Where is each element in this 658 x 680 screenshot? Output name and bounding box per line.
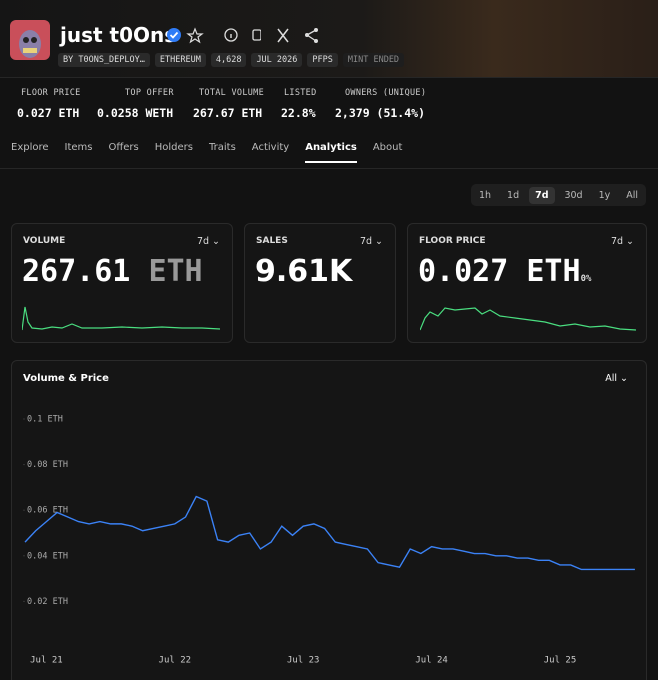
creator-badge[interactable]: BY T0ONS_DEPLOY… xyxy=(58,53,150,67)
divider xyxy=(0,168,658,169)
stat-label: LISTED xyxy=(284,88,317,98)
tab[interactable]: Activity xyxy=(251,142,290,153)
x-tick-label: Jul 22 xyxy=(159,656,192,666)
tab[interactable]: Offers xyxy=(108,142,139,153)
social-icons[interactable] xyxy=(275,27,325,45)
stat: TOTAL VOLUME 267.67 ETH xyxy=(193,88,264,120)
y-tick-label: 0.04 ETH xyxy=(27,551,68,561)
chart: 0.02 ETH 0.04 ETH 0.06 ETH 0.08 ETH 0.1 ETH J… xyxy=(23,415,635,666)
chart-card: Volume & Price All ⌄ 0.02 ETH 0.04 ETH 0.0… xyxy=(11,360,647,680)
time-filter[interactable]: 1h xyxy=(478,189,492,201)
badge: PFPS xyxy=(307,53,338,67)
card-label: VOLUME xyxy=(23,236,66,246)
y-tick-label: 0.02 ETH xyxy=(27,597,68,607)
card-label: FLOOR PRICE xyxy=(419,236,486,246)
period-text: All xyxy=(605,373,618,384)
tab[interactable]: Holders xyxy=(154,142,193,153)
stat: LISTED 22.8% xyxy=(281,88,317,120)
floor-card: FLOOR PRICE 7d ⌄ 0.027 ETH0% xyxy=(407,223,647,343)
time-filter-active[interactable]: 7d xyxy=(529,186,555,204)
stat-value: 0.0258 WETH xyxy=(97,106,174,120)
time-filters: 1h 1d 7d 30d 1y All xyxy=(471,184,646,206)
period-text: 7d xyxy=(359,236,373,247)
chart-period[interactable]: All ⌄ xyxy=(605,373,628,384)
avatar-art xyxy=(19,30,41,58)
stat: TOP OFFER 0.0258 WETH xyxy=(97,88,174,120)
stat-value: 2,379 (51.4%) xyxy=(335,106,426,120)
stat-value: 267.67 ETH xyxy=(193,106,263,120)
tabs: Explore Items Offers Holders Traits Acti… xyxy=(11,142,418,163)
period-text: 7d xyxy=(196,236,210,247)
card-period[interactable]: 7d ⌄ xyxy=(196,236,220,247)
price-line xyxy=(24,495,635,571)
badge: ETHEREUM xyxy=(154,53,206,67)
stat-value: 0.027 ETH xyxy=(17,106,80,120)
tab[interactable]: Explore xyxy=(11,142,49,153)
value-text: 267.61 xyxy=(22,254,131,289)
time-filter[interactable]: 1d xyxy=(507,189,520,201)
stat-value: 22.8% xyxy=(281,106,316,120)
sparkline xyxy=(22,306,221,331)
x-tick-label: Jul 21 xyxy=(30,656,63,666)
sales-card: SALES 7d ⌄ 9.61K xyxy=(244,223,396,343)
card-value: 9.61K xyxy=(255,254,353,289)
x-tick-label: Jul 25 xyxy=(544,656,577,666)
period-text: 7d xyxy=(610,236,624,247)
volume-card: VOLUME 7d ⌄ 267.61 ETH xyxy=(11,223,233,343)
x-tick-label: Jul 23 xyxy=(287,656,320,666)
divider xyxy=(0,77,658,78)
stat: FLOOR PRICE 0.027 ETH xyxy=(17,88,81,120)
unit-text: ETH xyxy=(148,254,203,289)
badge: JUL 2026 xyxy=(251,53,303,67)
tab[interactable]: Items xyxy=(64,142,93,153)
stat-label: TOTAL VOLUME xyxy=(199,88,265,98)
collection-avatar xyxy=(10,20,50,60)
y-tick-label: 0.1 ETH xyxy=(27,415,63,425)
badge: 4,628 xyxy=(210,53,247,67)
x-tick-label: Jul 24 xyxy=(415,656,448,666)
stat-label: OWNERS (UNIQUE) xyxy=(345,88,427,98)
badges: BY T0ONS_DEPLOY… ETHEREUM 4,628 JUL 2026… xyxy=(58,53,405,67)
time-filter[interactable]: 1y xyxy=(598,189,611,201)
tab-active[interactable]: Analytics xyxy=(305,142,357,163)
tab[interactable]: Traits xyxy=(209,142,236,153)
tab[interactable]: About xyxy=(372,142,403,153)
stat-label: TOP OFFER xyxy=(125,88,174,98)
value-text: 0.027 xyxy=(418,254,509,289)
card-value: 0.027 ETH0% xyxy=(418,254,591,289)
card-value: 267.61 ETH xyxy=(22,254,203,289)
y-tick-label: 0.08 ETH xyxy=(27,460,68,470)
chart-title: Volume & Price xyxy=(23,373,109,384)
card-label: SALES xyxy=(256,236,288,246)
badge: MINT ENDED xyxy=(342,53,405,67)
time-filter[interactable]: All xyxy=(626,189,638,201)
stat-label: FLOOR PRICE xyxy=(21,88,81,98)
unit-text: ETH xyxy=(526,254,581,289)
sparkline xyxy=(420,307,637,331)
card-period[interactable]: 7d ⌄ xyxy=(610,236,634,247)
time-filter[interactable]: 30d xyxy=(564,189,583,201)
stat: OWNERS (UNIQUE) 2,379 (51.4%) xyxy=(335,88,426,120)
y-tick-label: 0.06 ETH xyxy=(27,506,68,516)
card-period[interactable]: 7d ⌄ xyxy=(359,236,383,247)
header-icons[interactable] xyxy=(166,27,261,45)
collection-title: just t0Ons xyxy=(60,23,177,47)
change-text: 0% xyxy=(580,274,592,284)
